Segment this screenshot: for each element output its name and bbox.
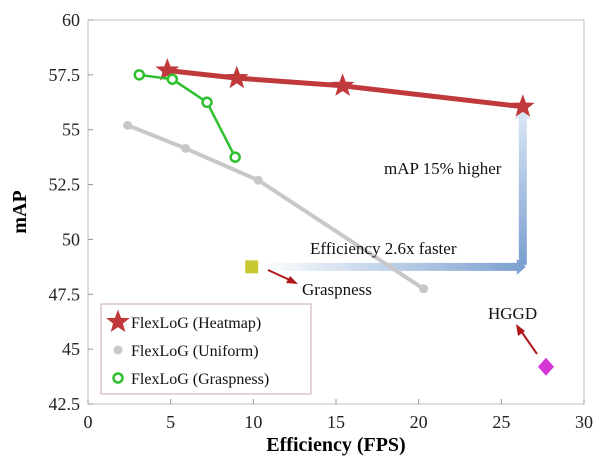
series-point <box>123 120 133 130</box>
legend-label: FlexLoG (Heatmap) <box>131 315 261 332</box>
y-tick-label: 42.5 <box>49 394 81 414</box>
legend-label: FlexLoG (Graspness) <box>131 371 269 388</box>
legend-marker <box>113 345 123 355</box>
y-tick-label: 57.5 <box>49 65 81 85</box>
annotation-map: mAP 15% higher <box>384 159 502 178</box>
x-axis-title: Efficiency (FPS) <box>266 434 405 456</box>
y-tick-label: 47.5 <box>49 284 81 304</box>
series-point <box>253 175 263 185</box>
y-tick-label: 45 <box>62 339 80 359</box>
series-point <box>229 151 241 163</box>
legend-marker <box>112 372 124 384</box>
y-tick-label: 60 <box>62 10 80 30</box>
series-point <box>511 94 535 117</box>
series-line <box>138 73 237 159</box>
x-tick-label: 20 <box>410 412 428 432</box>
x-tick-label: 10 <box>244 412 262 432</box>
series-point <box>133 69 146 81</box>
y-tick-label: 52.5 <box>49 175 81 195</box>
series-point <box>181 143 191 153</box>
x-tick-label: 5 <box>166 412 175 432</box>
x-tick-label: 30 <box>575 412 593 432</box>
hggd-pointer-head <box>516 324 525 336</box>
series-line <box>125 123 426 291</box>
x-tick-label: 15 <box>327 412 345 432</box>
series-line <box>164 68 526 110</box>
map-arrow <box>514 110 531 265</box>
label-hggd: HGGD <box>488 304 537 323</box>
hggd-pointer <box>520 330 538 355</box>
series-point <box>166 73 179 85</box>
legend-marker <box>106 309 130 333</box>
label-graspness: Graspness <box>302 280 372 299</box>
baseline-point <box>537 357 554 376</box>
series-point <box>330 73 355 96</box>
y-tick-label: 50 <box>62 229 80 249</box>
x-tick-label: 0 <box>84 412 93 432</box>
annotation-efficiency: Efficiency 2.6x faster <box>310 239 457 258</box>
series-point <box>201 96 213 109</box>
y-tick-label: 55 <box>62 120 80 140</box>
legend-box <box>100 303 312 395</box>
graspness-pointer-head <box>286 276 298 284</box>
x-tick-label: 25 <box>492 412 510 432</box>
y-axis-title: mAP <box>9 190 31 233</box>
graspness-pointer <box>267 269 293 282</box>
legend-label: FlexLoG (Uniform) <box>131 343 259 360</box>
series-point <box>224 65 249 89</box>
series-point <box>419 284 429 294</box>
series-point <box>155 58 180 81</box>
baseline-point <box>245 260 259 274</box>
